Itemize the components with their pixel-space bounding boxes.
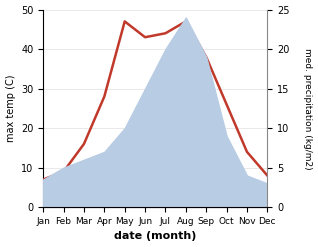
Y-axis label: med. precipitation (kg/m2): med. precipitation (kg/m2)	[303, 48, 313, 169]
X-axis label: date (month): date (month)	[114, 231, 197, 242]
Y-axis label: max temp (C): max temp (C)	[5, 75, 16, 142]
